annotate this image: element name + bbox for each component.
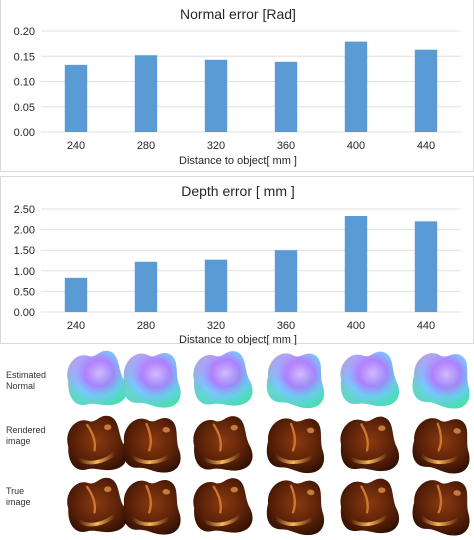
chart-title: Normal error [Rad]	[180, 6, 296, 22]
x-tick-label: 360	[277, 320, 295, 332]
x-tick-label: 400	[347, 140, 365, 152]
x-tick-label: 240	[67, 320, 85, 332]
bar-400	[344, 41, 368, 133]
rendered-object-image	[340, 416, 400, 472]
rendered-object-image	[123, 418, 181, 473]
y-tick-label: 0.00	[14, 307, 35, 319]
true-object-image	[67, 477, 127, 533]
y-tick-label: 0.50	[14, 286, 35, 298]
x-tick-label: 400	[347, 320, 365, 332]
x-tick-label: 280	[137, 320, 155, 332]
y-tick-label: 1.50	[14, 245, 35, 257]
true-object-image	[193, 478, 253, 533]
y-tick-label: 0.10	[14, 77, 35, 89]
x-tick-label: 320	[207, 140, 225, 152]
row-label-rendered-image: Rendered image	[6, 425, 46, 446]
bar-240	[64, 64, 88, 132]
true-object-image	[412, 480, 470, 536]
bar-400	[344, 216, 368, 312]
rendered-object-image	[266, 418, 325, 474]
rendered-object-image	[412, 418, 470, 474]
bar-440	[414, 49, 438, 133]
normal-object-image	[340, 351, 400, 407]
normal-object-image	[67, 350, 127, 406]
true-object-image	[340, 478, 400, 534]
x-tick-label: 320	[207, 320, 225, 332]
normal-object-image	[412, 353, 470, 409]
normal-error-chart-panel: Normal error [Rad] 0.00 0.05 0.10 0.15 0.20 24…	[0, 0, 474, 172]
y-tick-label: 1.00	[14, 266, 35, 278]
rendered-object-image	[67, 415, 127, 471]
bar-440	[414, 221, 438, 312]
x-axis-label: Distance to object[ mm ]	[179, 155, 297, 167]
depth-error-chart: Depth error [ mm ] 0.00 0.50 1.00 1.50 2.00 2.…	[14, 183, 461, 345]
normal-object-image	[123, 353, 181, 408]
bar-360	[274, 250, 298, 312]
y-tick-label: 2.00	[14, 225, 35, 237]
normal-error-chart: Normal error [Rad] 0.00 0.05 0.10 0.15 0.20 24…	[14, 6, 461, 167]
row-label-true-image: True image	[6, 486, 31, 507]
x-tick-label: 240	[67, 140, 85, 152]
bar-280	[134, 261, 158, 312]
bar-320	[204, 59, 228, 132]
y-tick-label: 2.50	[14, 204, 35, 216]
bar-280	[134, 55, 158, 132]
normal-object-image	[193, 351, 253, 406]
x-tick-label: 360	[277, 140, 295, 152]
rendered-object-image	[193, 416, 253, 471]
depth-error-chart-panel: Depth error [ mm ] 0.00 0.50 1.00 1.50 2.00 2.…	[0, 176, 474, 345]
normal-object-image	[266, 353, 325, 409]
bar-360	[274, 61, 298, 132]
true-object-image	[266, 480, 325, 536]
chart-title: Depth error [ mm ]	[181, 183, 295, 199]
bar-240	[64, 277, 88, 312]
x-tick-label: 440	[417, 140, 435, 152]
bar-320	[204, 259, 228, 312]
x-axis-label: Distance to object[ mm ]	[179, 334, 297, 345]
x-tick-label: 280	[137, 140, 155, 152]
true-object-image	[123, 480, 181, 535]
row-label-estimated-normal: Estimated Normal	[6, 370, 47, 391]
y-tick-label: 0.00	[14, 127, 35, 139]
x-tick-label: 440	[417, 320, 435, 332]
y-tick-label: 0.20	[14, 26, 35, 38]
y-tick-label: 0.15	[14, 51, 35, 63]
y-tick-label: 0.05	[14, 102, 35, 114]
